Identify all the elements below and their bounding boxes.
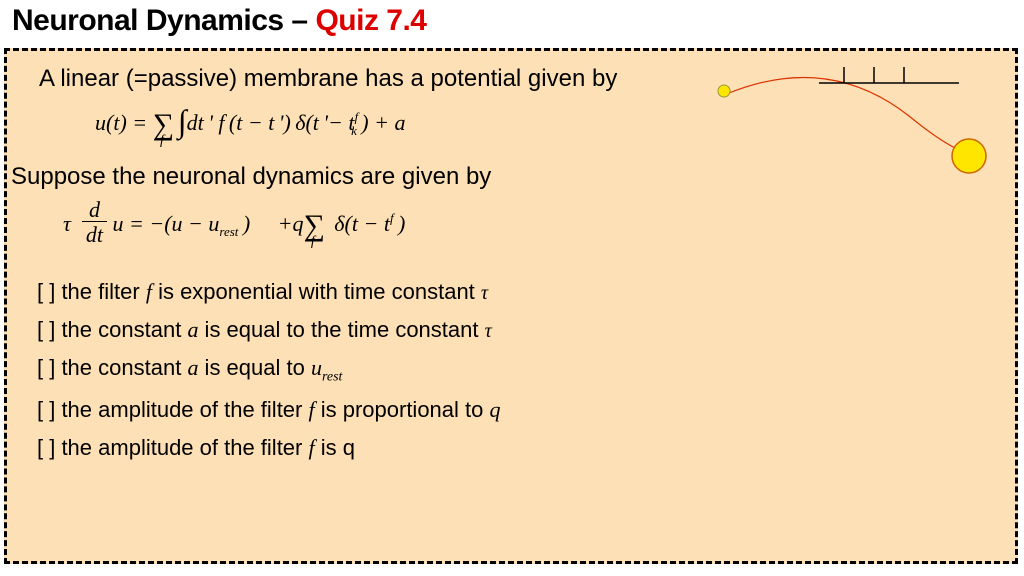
opt2-prefix: [ ] the constant bbox=[37, 317, 187, 342]
opt2-italic: a bbox=[187, 317, 198, 342]
title-accent: Quiz 7.4 bbox=[315, 4, 426, 37]
opt3-urest: u bbox=[311, 355, 322, 380]
opt3-mid: is equal to bbox=[198, 355, 311, 380]
opt5-prefix: [ ] the amplitude of the filter bbox=[37, 435, 308, 460]
quiz-option-2: [ ] the constant a is equal to the time … bbox=[37, 317, 987, 343]
opt4-mid: is proportional to bbox=[315, 397, 490, 422]
title-main: Neuronal Dynamics – bbox=[12, 4, 315, 37]
neuron-diagram bbox=[679, 61, 999, 181]
opt5-mid: is q bbox=[315, 435, 355, 460]
opt1-tau: τ bbox=[481, 282, 488, 304]
opt4-prefix: [ ] the amplitude of the filter bbox=[37, 397, 308, 422]
header: Neuronal Dynamics – Quiz 7.4 bbox=[0, 0, 1024, 46]
quiz-option-1: [ ] the filter f is exponential with tim… bbox=[37, 279, 987, 305]
quiz-option-4: [ ] the amplitude of the filter f is pro… bbox=[37, 397, 987, 423]
opt3-urest-sub: rest bbox=[322, 369, 342, 384]
equation-2: τ ddt u = −(u − urest ) +q∑f δ(t − tf ) bbox=[63, 201, 987, 257]
content-box: A linear (=passive) membrane has a poten… bbox=[4, 48, 1018, 564]
quiz-option-5: [ ] the amplitude of the filter f is q bbox=[37, 435, 987, 461]
opt1-prefix: [ ] the filter bbox=[37, 279, 146, 304]
opt2-mid: is equal to the time constant bbox=[198, 317, 484, 342]
opt3-prefix: [ ] the constant bbox=[37, 355, 187, 380]
opt1-mid: is exponential with time constant bbox=[152, 279, 481, 304]
opt3-italic: a bbox=[187, 355, 198, 380]
opt2-tau: τ bbox=[485, 320, 492, 342]
quiz-option-3: [ ] the constant a is equal to urest bbox=[37, 355, 987, 385]
opt4-italic2: q bbox=[489, 397, 500, 422]
